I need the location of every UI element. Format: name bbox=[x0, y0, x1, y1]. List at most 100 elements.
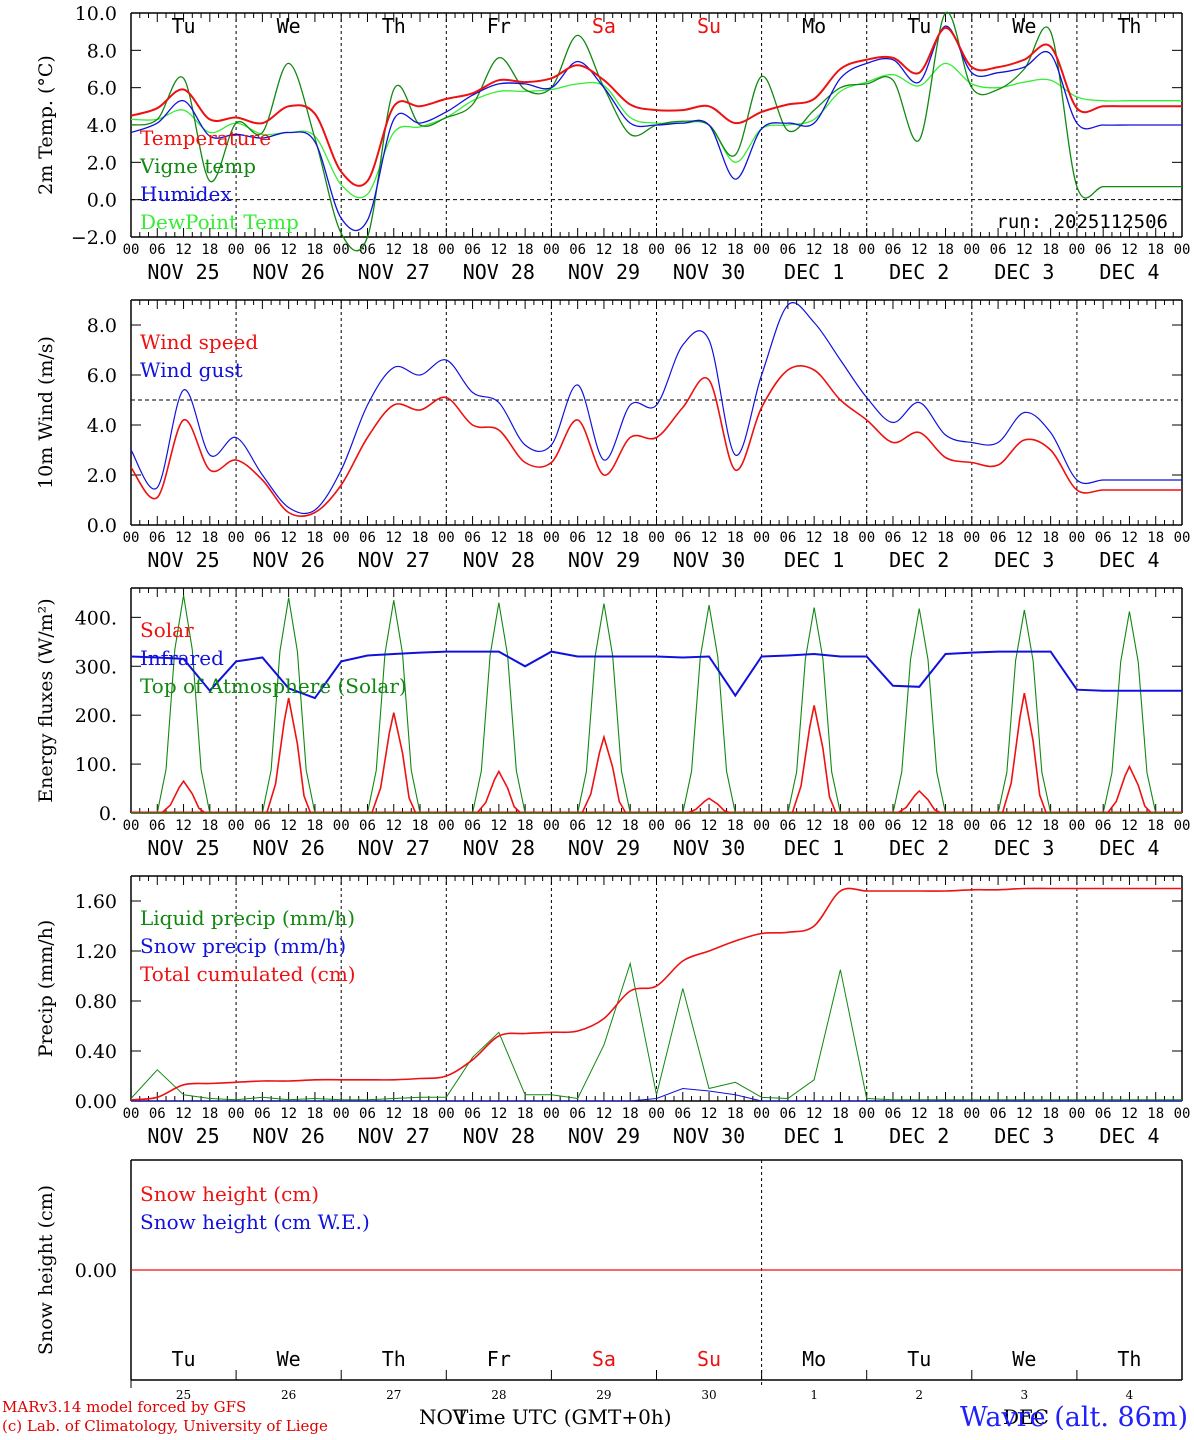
hour-tick-label: 00 bbox=[1174, 530, 1191, 546]
hour-tick-label: 00 bbox=[333, 1106, 350, 1122]
date-label: NOV 29 bbox=[568, 836, 640, 860]
hour-tick-label: 18 bbox=[201, 818, 218, 834]
date-label: NOV 25 bbox=[147, 836, 219, 860]
hour-tick-label: 18 bbox=[306, 1106, 323, 1122]
series-total-cumulated-cm bbox=[130, 887, 1182, 1101]
day-name-label: Th bbox=[1117, 1347, 1141, 1371]
date-label: NOV 29 bbox=[568, 1124, 640, 1148]
hour-tick-label: 00 bbox=[333, 818, 350, 834]
run-label: run: 2025112506 bbox=[996, 211, 1168, 233]
day-name-label: Sa bbox=[592, 1347, 616, 1371]
y-tick-label: 6.0 bbox=[87, 78, 117, 100]
hour-tick-label: 12 bbox=[385, 1106, 402, 1122]
solar-day-6 bbox=[686, 797, 732, 814]
hour-tick-label: 00 bbox=[438, 530, 455, 546]
hour-tick-label: 06 bbox=[254, 530, 271, 546]
x-axis-title: Time UTC (GMT+0h) bbox=[455, 1405, 672, 1429]
y-tick-label: 4.0 bbox=[87, 115, 117, 137]
series-temperature bbox=[130, 26, 1182, 187]
hour-tick-label: 12 bbox=[1121, 530, 1138, 546]
hour-tick-label: 06 bbox=[779, 1106, 796, 1122]
solar-day-8 bbox=[896, 789, 942, 814]
y-tick-label: 200. bbox=[75, 705, 117, 727]
legend-humidex: Humidex bbox=[140, 182, 232, 206]
date-label: NOV 26 bbox=[253, 836, 325, 860]
solar-day-2 bbox=[265, 697, 312, 814]
date-label: DEC 1 bbox=[784, 260, 844, 284]
hour-tick-label: 18 bbox=[412, 1106, 429, 1122]
hour-tick-label: 18 bbox=[1042, 818, 1059, 834]
hour-tick-label: 06 bbox=[359, 530, 376, 546]
hour-tick-label: 12 bbox=[596, 1106, 613, 1122]
hour-tick-label: 00 bbox=[1174, 1106, 1191, 1122]
legend-temperature: Temperature bbox=[140, 126, 271, 150]
hour-tick-label: 18 bbox=[1042, 242, 1059, 258]
model-credit-line1: MARv3.14 model forced by GFS bbox=[2, 1398, 247, 1416]
date-label: NOV 28 bbox=[463, 260, 535, 284]
hour-tick-label: 06 bbox=[569, 530, 586, 546]
toa-solar-day-2 bbox=[261, 597, 316, 814]
legend-snow-height-cm: Snow height (cm) bbox=[140, 1182, 319, 1206]
hour-tick-label: 00 bbox=[648, 530, 665, 546]
hour-tick-label: 00 bbox=[648, 1106, 665, 1122]
hour-tick-label: 06 bbox=[359, 242, 376, 258]
hour-tick-label: 00 bbox=[438, 242, 455, 258]
day-name-label: Tu bbox=[172, 14, 196, 38]
hour-tick-label: 18 bbox=[622, 818, 639, 834]
y-tick-label: 0.80 bbox=[75, 991, 117, 1013]
date-label: NOV 25 bbox=[147, 1124, 219, 1148]
hour-tick-label: 06 bbox=[885, 242, 902, 258]
date-label: NOV 30 bbox=[673, 1124, 745, 1148]
day-number-label: 26 bbox=[281, 1388, 296, 1402]
date-label: DEC 2 bbox=[889, 1124, 949, 1148]
hour-tick-label: 06 bbox=[149, 530, 166, 546]
hour-tick-label: 12 bbox=[911, 818, 928, 834]
hour-tick-label: 12 bbox=[280, 1106, 297, 1122]
y-tick-label: 100. bbox=[75, 754, 117, 776]
day-name-label: Tu bbox=[907, 14, 931, 38]
hour-tick-label: 12 bbox=[596, 242, 613, 258]
date-label: NOV 26 bbox=[253, 1124, 325, 1148]
hour-tick-label: 00 bbox=[753, 242, 770, 258]
date-label: DEC 3 bbox=[994, 548, 1054, 572]
hour-tick-label: 12 bbox=[1016, 530, 1033, 546]
hour-tick-label: 06 bbox=[1095, 530, 1112, 546]
hour-tick-label: 12 bbox=[806, 1106, 823, 1122]
hour-tick-label: 18 bbox=[1147, 242, 1164, 258]
hour-tick-label: 12 bbox=[701, 530, 718, 546]
legend-vigne-temp: Vigne temp bbox=[139, 154, 256, 178]
hour-tick-label: 12 bbox=[490, 1106, 507, 1122]
day-name-label: Th bbox=[382, 1347, 406, 1371]
date-label: DEC 1 bbox=[784, 836, 844, 860]
series-humidex bbox=[130, 25, 1182, 231]
hour-tick-label: 18 bbox=[306, 530, 323, 546]
hour-tick-label: 12 bbox=[175, 242, 192, 258]
day-number-label: 3 bbox=[1021, 1388, 1029, 1402]
date-label: DEC 2 bbox=[889, 548, 949, 572]
hour-tick-label: 00 bbox=[963, 530, 980, 546]
solar-day-5 bbox=[581, 734, 627, 814]
y-axis-label: Snow height (cm) bbox=[35, 1185, 57, 1355]
hour-tick-label: 18 bbox=[201, 242, 218, 258]
solar-day-3 bbox=[371, 712, 417, 814]
hour-tick-label: 18 bbox=[937, 242, 954, 258]
y-tick-label: 0.40 bbox=[75, 1041, 117, 1063]
date-label: DEC 4 bbox=[1099, 260, 1159, 284]
day-name-label: Tu bbox=[907, 1347, 931, 1371]
legend-wind-speed: Wind speed bbox=[140, 330, 258, 354]
date-label: DEC 1 bbox=[784, 1124, 844, 1148]
hour-tick-label: 00 bbox=[543, 530, 560, 546]
hour-tick-label: 00 bbox=[963, 1106, 980, 1122]
y-tick-label: 4.0 bbox=[87, 415, 117, 437]
hour-tick-label: 00 bbox=[858, 242, 875, 258]
y-tick-label: 0.0 bbox=[87, 515, 117, 537]
hour-tick-label: 06 bbox=[464, 242, 481, 258]
hour-tick-label: 00 bbox=[438, 1106, 455, 1122]
day-name-label: Mo bbox=[802, 14, 826, 38]
hour-tick-label: 00 bbox=[438, 818, 455, 834]
day-number-label: 1 bbox=[810, 1388, 818, 1402]
toa-solar-day-9 bbox=[997, 609, 1052, 814]
date-label: DEC 4 bbox=[1099, 1124, 1159, 1148]
hour-tick-label: 00 bbox=[753, 1106, 770, 1122]
